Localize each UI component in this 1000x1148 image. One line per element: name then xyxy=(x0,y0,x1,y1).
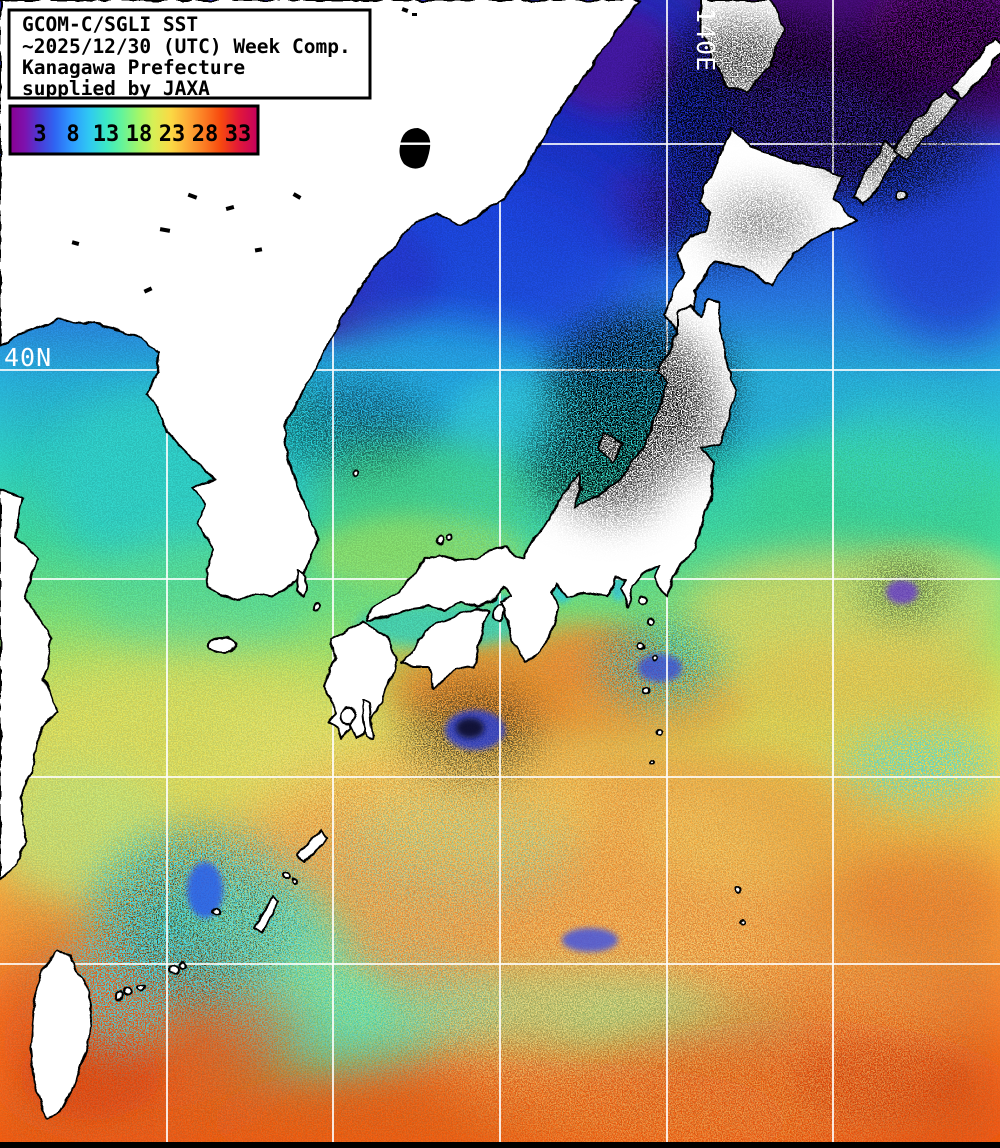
colorbar-tick-33: 33 xyxy=(225,122,252,147)
title-line-product: GCOM-C/SGLI SST xyxy=(22,13,198,36)
grid-label-140e: 140E xyxy=(691,8,720,72)
title-line-region: Kanagawa Prefecture xyxy=(22,56,245,79)
colorbar-gradient-bar xyxy=(8,104,260,156)
colorbar-tick-13: 13 xyxy=(93,122,120,147)
colorbar-tick-23: 23 xyxy=(159,122,186,147)
colorbar-tick-18: 18 xyxy=(126,122,153,147)
colorbar-tick-28: 28 xyxy=(192,122,219,147)
title-line-supplier: supplied by JAXA xyxy=(22,77,210,100)
colorbar-tick-8: 8 xyxy=(66,122,79,147)
colorbar-tick-3: 3 xyxy=(33,122,46,147)
bottom-border-bar xyxy=(0,1142,1000,1148)
title-box: GCOM-C/SGLI SST ~2025/12/30 (UTC) Week C… xyxy=(7,8,372,100)
cloud-blob-sea-of-japan xyxy=(394,128,438,169)
temperature-colorbar: 3 8 13 18 23 28 33 xyxy=(8,104,260,156)
grid-label-40n: 40N xyxy=(4,343,52,372)
title-line-date: ~2025/12/30 (UTC) Week Comp. xyxy=(22,35,351,58)
